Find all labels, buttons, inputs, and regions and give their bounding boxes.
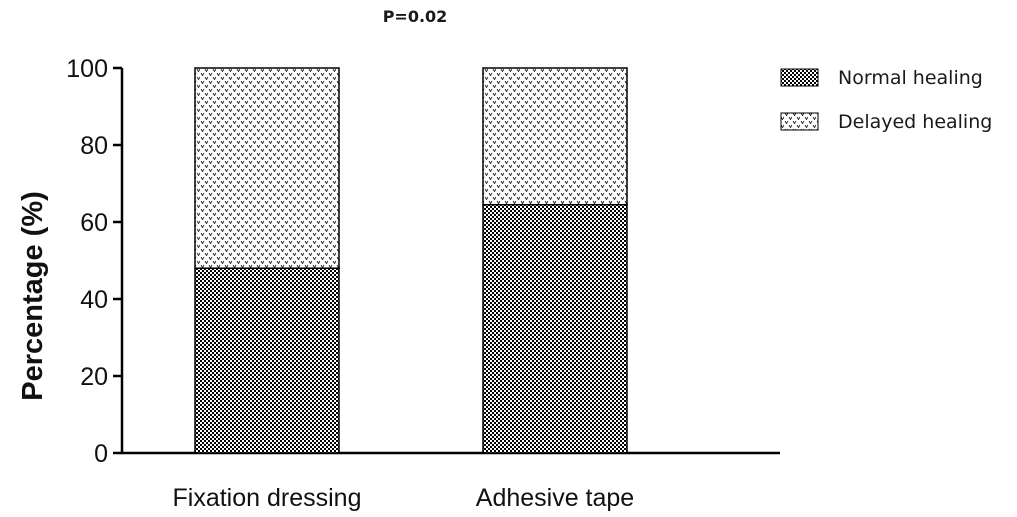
y-axis-ticks: 0 20 40 60 80 100 — [66, 55, 122, 468]
y-tick-label: 40 — [80, 286, 108, 314]
y-axis-label: Percentage (%) — [17, 191, 49, 401]
y-tick-label: 80 — [80, 132, 108, 160]
legend-swatch-delayed-healing — [780, 112, 819, 131]
legend-label-normal-healing: Normal healing — [838, 67, 983, 89]
legend-label-delayed-healing: Delayed healing — [838, 111, 992, 133]
bar-normal-healing-fixation-dressing — [194, 267, 340, 454]
p-value-annotation: P=0.02 — [383, 7, 448, 26]
bars-group — [194, 67, 628, 454]
legend: Normal healing Delayed healing — [780, 67, 992, 133]
y-tick-label: 0 — [94, 440, 108, 468]
y-tick-label: 100 — [66, 55, 108, 83]
bar-delayed-healing-fixation-dressing — [194, 67, 340, 269]
category-label: Adhesive tape — [476, 484, 634, 512]
y-tick-label: 60 — [80, 209, 108, 237]
category-label: Fixation dressing — [173, 484, 362, 512]
category-labels: Fixation dressing Adhesive tape — [173, 484, 635, 512]
bar-delayed-healing-adhesive-tape — [482, 67, 628, 206]
legend-swatch-normal-healing — [780, 68, 819, 87]
y-tick-label: 20 — [80, 363, 108, 391]
bar-normal-healing-adhesive-tape — [482, 203, 628, 454]
